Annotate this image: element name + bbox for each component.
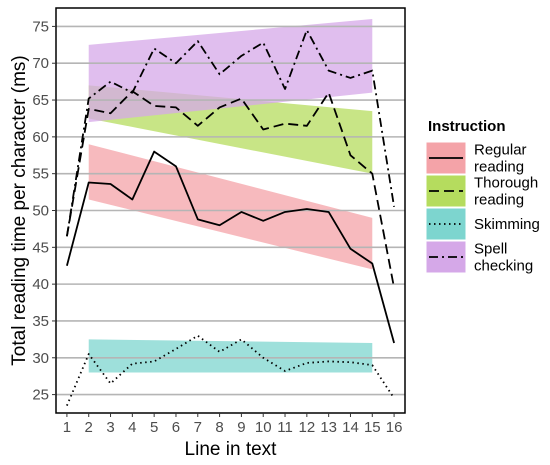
grid-lines xyxy=(56,25,405,396)
x-tick-label: 10 xyxy=(255,419,272,436)
legend-label-3: checking xyxy=(474,258,533,275)
x-tick-label: 8 xyxy=(215,419,223,436)
series-line-0 xyxy=(66,150,395,344)
x-tick-label: 16 xyxy=(386,419,403,436)
x-tick-label: 14 xyxy=(342,419,359,436)
y-tick-label: 70 xyxy=(32,55,49,72)
y-tick-label: 45 xyxy=(32,239,49,256)
legend-label-2: Skimming xyxy=(474,216,540,233)
y-tick-label: 35 xyxy=(32,313,49,330)
y-tick-label: 50 xyxy=(32,203,49,220)
x-tick-label: 1 xyxy=(63,419,71,436)
x-tick-label: 7 xyxy=(194,419,202,436)
x-tick-label: 11 xyxy=(277,419,293,436)
legend-label-1: Thorough xyxy=(474,175,538,192)
x-tick-label: 4 xyxy=(128,419,136,436)
y-tick-label: 55 xyxy=(32,166,49,183)
legend-label-1: reading xyxy=(474,192,524,209)
y-axis-title: Total reading time per character (ms) xyxy=(9,55,30,365)
x-tick-label: 5 xyxy=(150,419,158,436)
confidence-bands xyxy=(88,19,373,373)
legend-title: Instruction xyxy=(428,118,506,135)
y-tick-label: 40 xyxy=(32,276,49,293)
x-axis-ticks: 1 2 3 4 5 6 7 8 9 10 11 12 13 14 15 16 xyxy=(63,413,403,436)
x-tick-label: 9 xyxy=(237,419,245,436)
band-3 xyxy=(88,19,373,123)
x-tick-label: 15 xyxy=(364,419,381,436)
x-axis-title: Line in text xyxy=(185,439,278,460)
y-tick-label: 30 xyxy=(32,350,49,367)
series-lines xyxy=(66,29,395,406)
legend: Instruction RegularreadingThoroughreadin… xyxy=(425,118,540,275)
x-tick-label: 12 xyxy=(299,419,316,436)
band-0 xyxy=(88,144,373,270)
legend-label-0: Regular xyxy=(474,142,527,159)
x-tick-label: 2 xyxy=(85,419,93,436)
y-tick-label: 60 xyxy=(32,129,49,146)
y-tick-label: 65 xyxy=(32,92,49,109)
legend-label-3: Spell xyxy=(474,241,507,258)
y-axis-ticks: 25 30 35 40 45 50 55 60 65 70 75 xyxy=(32,18,56,404)
x-tick-label: 3 xyxy=(106,419,114,436)
x-tick-label: 6 xyxy=(172,419,180,436)
series-line-1 xyxy=(66,90,395,288)
band-2 xyxy=(88,339,373,373)
series-line-3 xyxy=(66,29,395,237)
legend-label-0: reading xyxy=(474,159,524,176)
x-tick-label: 13 xyxy=(320,419,337,436)
y-tick-label: 75 xyxy=(32,18,49,35)
y-tick-label: 25 xyxy=(32,387,49,404)
